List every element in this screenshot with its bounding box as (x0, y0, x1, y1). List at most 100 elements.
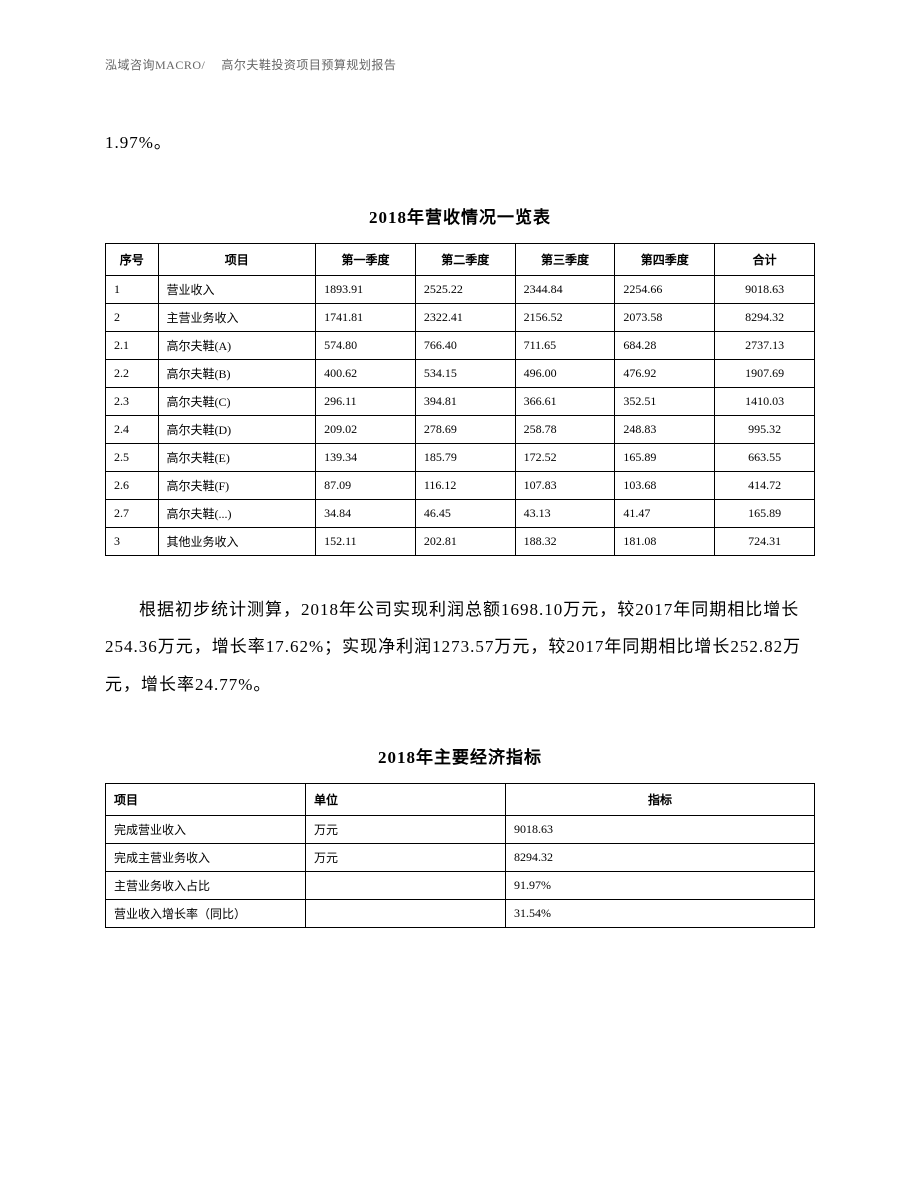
page-header: 泓域咨询MACRO/ 高尔夫鞋投资项目预算规划报告 (105, 56, 815, 73)
cell: 2322.41 (415, 304, 515, 332)
col-unit: 单位 (306, 784, 506, 816)
table-row: 营业收入增长率（同比） 31.54% (106, 900, 815, 928)
cell: 9018.63 (506, 816, 815, 844)
cell: 2 (106, 304, 159, 332)
cell: 2.3 (106, 388, 159, 416)
cell: 724.31 (715, 528, 815, 556)
cell: 高尔夫鞋(E) (158, 444, 316, 472)
table-row: 2.2 高尔夫鞋(B) 400.62 534.15 496.00 476.92 … (106, 360, 815, 388)
cell: 高尔夫鞋(D) (158, 416, 316, 444)
cell: 2.7 (106, 500, 159, 528)
col-item: 项目 (158, 244, 316, 276)
cell: 34.84 (316, 500, 416, 528)
cell: 366.61 (515, 388, 615, 416)
table-row: 2.5 高尔夫鞋(E) 139.34 185.79 172.52 165.89 … (106, 444, 815, 472)
cell: 87.09 (316, 472, 416, 500)
col-item: 项目 (106, 784, 306, 816)
cell: 278.69 (415, 416, 515, 444)
cell: 476.92 (615, 360, 715, 388)
table-row: 2.7 高尔夫鞋(...) 34.84 46.45 43.13 41.47 16… (106, 500, 815, 528)
cell: 8294.32 (506, 844, 815, 872)
cell: 其他业务收入 (158, 528, 316, 556)
cell: 万元 (306, 844, 506, 872)
cell: 31.54% (506, 900, 815, 928)
cell: 1907.69 (715, 360, 815, 388)
pre-text: 1.97%。 (105, 128, 815, 153)
cell: 258.78 (515, 416, 615, 444)
cell: 完成主营业务收入 (106, 844, 306, 872)
revenue-table: 序号 项目 第一季度 第二季度 第三季度 第四季度 合计 1 营业收入 1893… (105, 243, 815, 556)
cell: 2.2 (106, 360, 159, 388)
cell: 202.81 (415, 528, 515, 556)
table-row: 1 营业收入 1893.91 2525.22 2344.84 2254.66 9… (106, 276, 815, 304)
cell: 139.34 (316, 444, 416, 472)
cell: 209.02 (316, 416, 416, 444)
cell: 103.68 (615, 472, 715, 500)
cell: 663.55 (715, 444, 815, 472)
cell: 296.11 (316, 388, 416, 416)
cell: 1410.03 (715, 388, 815, 416)
cell: 高尔夫鞋(C) (158, 388, 316, 416)
cell: 2156.52 (515, 304, 615, 332)
cell: 165.89 (715, 500, 815, 528)
table-row: 2.6 高尔夫鞋(F) 87.09 116.12 107.83 103.68 4… (106, 472, 815, 500)
cell: 营业收入 (158, 276, 316, 304)
cell: 完成营业收入 (106, 816, 306, 844)
cell: 营业收入增长率（同比） (106, 900, 306, 928)
cell: 2737.13 (715, 332, 815, 360)
cell: 1741.81 (316, 304, 416, 332)
col-q1: 第一季度 (316, 244, 416, 276)
indicator-table: 项目 单位 指标 完成营业收入 万元 9018.63 完成主营业务收入 万元 8… (105, 783, 815, 928)
cell: 主营业务收入占比 (106, 872, 306, 900)
cell: 主营业务收入 (158, 304, 316, 332)
cell: 高尔夫鞋(F) (158, 472, 316, 500)
cell: 181.08 (615, 528, 715, 556)
cell: 414.72 (715, 472, 815, 500)
cell: 2.6 (106, 472, 159, 500)
cell: 2.5 (106, 444, 159, 472)
cell: 152.11 (316, 528, 416, 556)
col-q4: 第四季度 (615, 244, 715, 276)
cell: 165.89 (615, 444, 715, 472)
cell: 万元 (306, 816, 506, 844)
cell: 400.62 (316, 360, 416, 388)
col-q3: 第三季度 (515, 244, 615, 276)
table-row: 2 主营业务收入 1741.81 2322.41 2156.52 2073.58… (106, 304, 815, 332)
table-header-row: 项目 单位 指标 (106, 784, 815, 816)
cell: 2344.84 (515, 276, 615, 304)
cell: 1893.91 (316, 276, 416, 304)
cell: 766.40 (415, 332, 515, 360)
col-indicator: 指标 (506, 784, 815, 816)
table-row: 完成营业收入 万元 9018.63 (106, 816, 815, 844)
cell: 46.45 (415, 500, 515, 528)
cell: 574.80 (316, 332, 416, 360)
cell: 172.52 (515, 444, 615, 472)
cell: 3 (106, 528, 159, 556)
cell: 2073.58 (615, 304, 715, 332)
cell: 995.32 (715, 416, 815, 444)
indicator-table-title: 2018年主要经济指标 (105, 743, 815, 768)
cell: 8294.32 (715, 304, 815, 332)
cell: 116.12 (415, 472, 515, 500)
cell: 394.81 (415, 388, 515, 416)
cell: 高尔夫鞋(B) (158, 360, 316, 388)
cell: 534.15 (415, 360, 515, 388)
table-row: 3 其他业务收入 152.11 202.81 188.32 181.08 724… (106, 528, 815, 556)
table-row: 主营业务收入占比 91.97% (106, 872, 815, 900)
cell: 684.28 (615, 332, 715, 360)
table-row: 完成主营业务收入 万元 8294.32 (106, 844, 815, 872)
table-header-row: 序号 项目 第一季度 第二季度 第三季度 第四季度 合计 (106, 244, 815, 276)
table-row: 2.4 高尔夫鞋(D) 209.02 278.69 258.78 248.83 … (106, 416, 815, 444)
cell: 高尔夫鞋(...) (158, 500, 316, 528)
col-total: 合计 (715, 244, 815, 276)
cell: 43.13 (515, 500, 615, 528)
col-q2: 第二季度 (415, 244, 515, 276)
cell: 248.83 (615, 416, 715, 444)
col-seq: 序号 (106, 244, 159, 276)
summary-paragraph: 根据初步统计测算，2018年公司实现利润总额1698.10万元，较2017年同期… (105, 591, 815, 703)
cell: 188.32 (515, 528, 615, 556)
cell: 352.51 (615, 388, 715, 416)
cell: 185.79 (415, 444, 515, 472)
cell: 2.1 (106, 332, 159, 360)
cell: 91.97% (506, 872, 815, 900)
